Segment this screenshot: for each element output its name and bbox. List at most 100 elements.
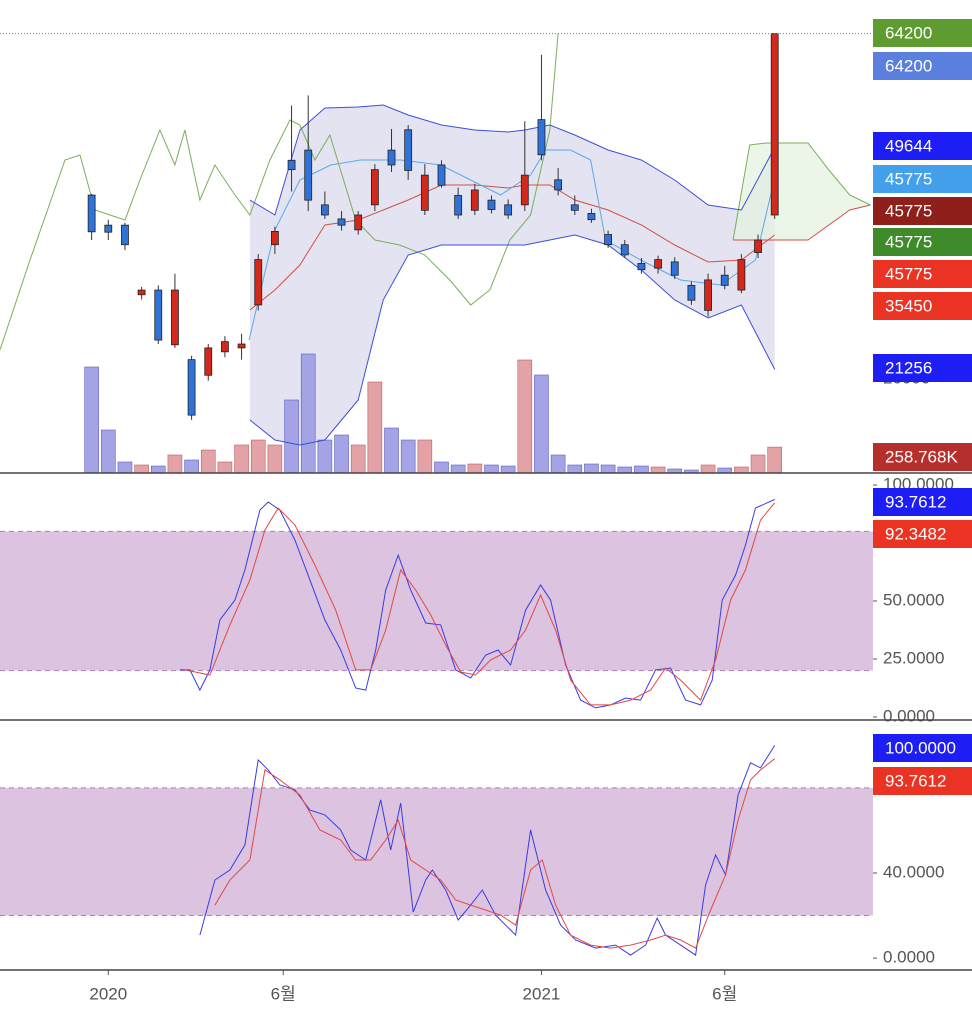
volume-bar bbox=[550, 454, 566, 473]
candle-body bbox=[104, 224, 113, 233]
value-tag bbox=[873, 132, 972, 160]
candle-body bbox=[720, 274, 729, 286]
value-tag-label: 92.3482 bbox=[885, 524, 946, 543]
candle-body bbox=[737, 259, 746, 291]
value-tag bbox=[873, 520, 972, 548]
band bbox=[0, 787, 873, 916]
indicator-panel bbox=[0, 745, 873, 956]
lagging-line bbox=[0, 33, 559, 351]
x-tick-label: 6월 bbox=[271, 984, 296, 1003]
y-tick-label: 0.0000 bbox=[883, 948, 935, 967]
bollinger-middle bbox=[249, 184, 776, 311]
volume-bar bbox=[84, 366, 99, 473]
volume-bar bbox=[150, 465, 166, 473]
volume-bar bbox=[400, 439, 416, 473]
candle-body bbox=[121, 224, 129, 246]
candle-body bbox=[304, 149, 313, 201]
y-tick-label: 40.0000 bbox=[883, 862, 944, 881]
candle-body bbox=[620, 244, 629, 256]
x-tick-label: 2020 bbox=[89, 984, 127, 1003]
candle-body bbox=[570, 204, 579, 211]
x-tick-label: 2021 bbox=[523, 984, 561, 1003]
volume-bar bbox=[350, 444, 366, 473]
volume-bar bbox=[617, 466, 633, 473]
candle-body bbox=[504, 204, 513, 216]
indicator-panel bbox=[0, 499, 873, 709]
band bbox=[0, 531, 873, 671]
candle-body bbox=[387, 149, 396, 166]
indicator-line bbox=[214, 758, 776, 949]
value-tag-label: 21256 bbox=[885, 358, 932, 377]
candle-body bbox=[137, 289, 146, 296]
y-tick-label: 50.0000 bbox=[883, 590, 944, 609]
value-tag-label: 45775 bbox=[885, 232, 932, 251]
candle-body bbox=[87, 194, 96, 233]
value-tag-label: 100.0000 bbox=[885, 738, 956, 757]
volume-bar bbox=[117, 461, 133, 473]
candle-body bbox=[754, 239, 762, 253]
value-tag bbox=[873, 228, 972, 256]
volume-bar bbox=[734, 466, 749, 473]
candle-body bbox=[154, 289, 163, 341]
candle-body bbox=[587, 213, 596, 221]
bollinger-upper bbox=[249, 104, 776, 216]
candle-body bbox=[404, 129, 413, 171]
value-tag-label: 49644 bbox=[885, 136, 932, 155]
candle-body bbox=[604, 234, 613, 246]
volume-bar bbox=[534, 374, 549, 473]
candle-body bbox=[554, 179, 563, 191]
volume-bar bbox=[100, 429, 116, 473]
value-tag bbox=[873, 197, 972, 225]
volume-bar bbox=[200, 449, 216, 473]
y-tick-label: 0.0000 bbox=[883, 706, 935, 725]
candle-body bbox=[637, 263, 646, 271]
volume-bar bbox=[250, 439, 266, 473]
value-tag-label: 45775 bbox=[885, 201, 932, 220]
candle-body bbox=[437, 164, 446, 186]
value-tag bbox=[873, 165, 972, 193]
candle-body bbox=[187, 359, 196, 416]
volume-bar bbox=[750, 454, 766, 473]
volume-bar bbox=[317, 439, 333, 473]
candle-body bbox=[204, 347, 213, 376]
candle-body bbox=[470, 189, 479, 211]
candle-body bbox=[770, 33, 779, 216]
volume-bar bbox=[417, 439, 433, 473]
volume-bar bbox=[467, 463, 483, 473]
value-tag bbox=[873, 354, 972, 382]
volume-bar bbox=[184, 459, 199, 473]
conversion-line bbox=[248, 149, 776, 341]
volume-bar bbox=[500, 465, 516, 473]
bollinger-lower bbox=[249, 234, 776, 446]
value-tag-label: 35450 bbox=[885, 296, 932, 315]
volume-bar bbox=[217, 461, 233, 473]
value-tag-label: 64200 bbox=[885, 56, 932, 75]
value-tag-label: 64200 bbox=[885, 23, 932, 42]
volume-bar bbox=[300, 353, 316, 473]
value-tag bbox=[873, 767, 972, 795]
value-tag bbox=[873, 52, 972, 80]
candle-body bbox=[254, 259, 263, 306]
volume-bar bbox=[717, 467, 733, 473]
value-tag-label: 93.7612 bbox=[885, 771, 946, 790]
y-tick-label: 25.0000 bbox=[883, 648, 944, 667]
indicator-line bbox=[184, 502, 776, 706]
cloud-span-a bbox=[732, 142, 871, 241]
value-tag bbox=[873, 260, 972, 288]
candle-body bbox=[687, 284, 696, 301]
value-tag-label: 258.768K bbox=[885, 447, 958, 466]
candle-body bbox=[320, 204, 329, 216]
volume-bar bbox=[517, 359, 533, 473]
volume-bar bbox=[234, 444, 249, 473]
value-tag bbox=[873, 292, 972, 320]
value-tag-label: 93.7612 bbox=[885, 492, 946, 511]
candle-body bbox=[537, 119, 546, 156]
candle-body bbox=[237, 343, 246, 349]
volume-bar bbox=[600, 464, 616, 473]
volume-bar bbox=[667, 468, 683, 473]
value-tag-label: 45775 bbox=[885, 169, 932, 188]
indicator-line bbox=[179, 499, 775, 709]
candle-body bbox=[354, 214, 363, 231]
volume-bar bbox=[650, 466, 666, 473]
